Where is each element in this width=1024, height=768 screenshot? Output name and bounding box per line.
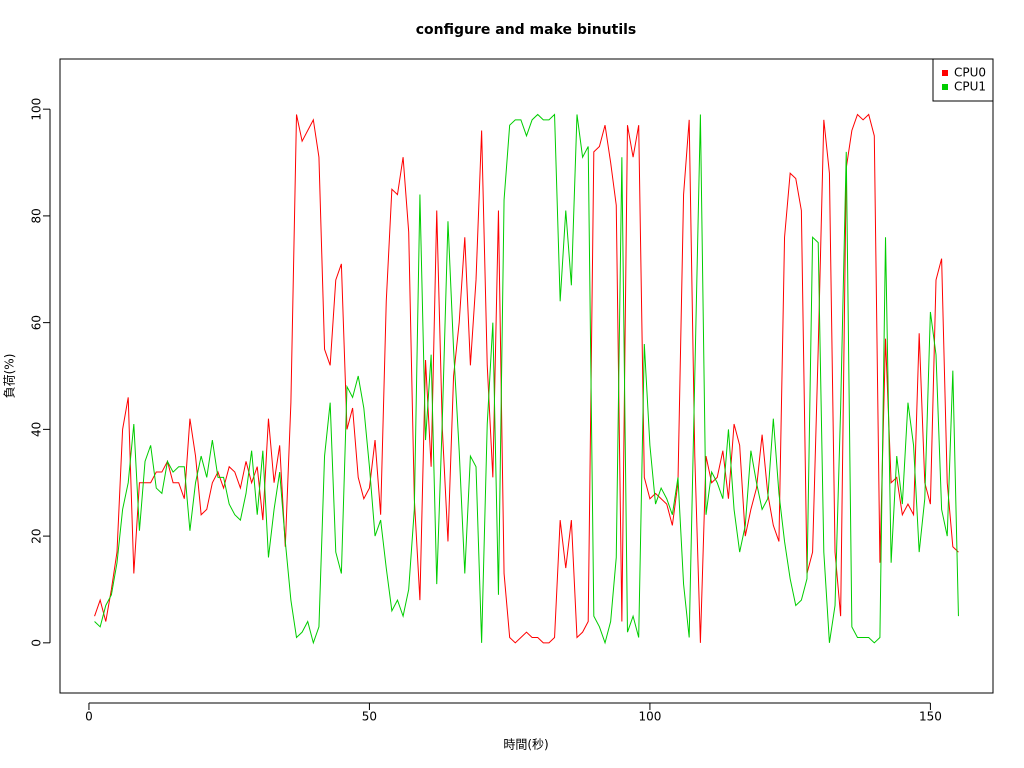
series-line bbox=[94, 113, 959, 644]
x-tick-label: 150 bbox=[919, 710, 942, 724]
legend-label: CPU1 bbox=[954, 80, 986, 94]
y-tick-label: 20 bbox=[30, 528, 44, 543]
legend-label: CPU0 bbox=[954, 66, 986, 80]
x-axis-label: 時間(秒) bbox=[503, 738, 548, 752]
y-axis-label: 負荷(%) bbox=[3, 354, 17, 399]
y-tick-label: 60 bbox=[30, 315, 44, 330]
y-tick-label: 100 bbox=[30, 98, 44, 121]
legend-swatch bbox=[942, 84, 948, 90]
legend-swatch bbox=[942, 70, 948, 76]
y-tick-label: 40 bbox=[30, 422, 44, 437]
y-tick-label: 0 bbox=[30, 639, 44, 647]
legend-box bbox=[932, 58, 994, 102]
x-tick-label: 50 bbox=[362, 710, 377, 724]
y-tick-label: 80 bbox=[30, 208, 44, 223]
x-tick-label: 0 bbox=[85, 710, 93, 724]
x-tick-label: 100 bbox=[638, 710, 661, 724]
plot-frame bbox=[59, 58, 994, 694]
chart-title: configure and make binutils bbox=[416, 22, 637, 38]
series-line bbox=[94, 113, 959, 645]
